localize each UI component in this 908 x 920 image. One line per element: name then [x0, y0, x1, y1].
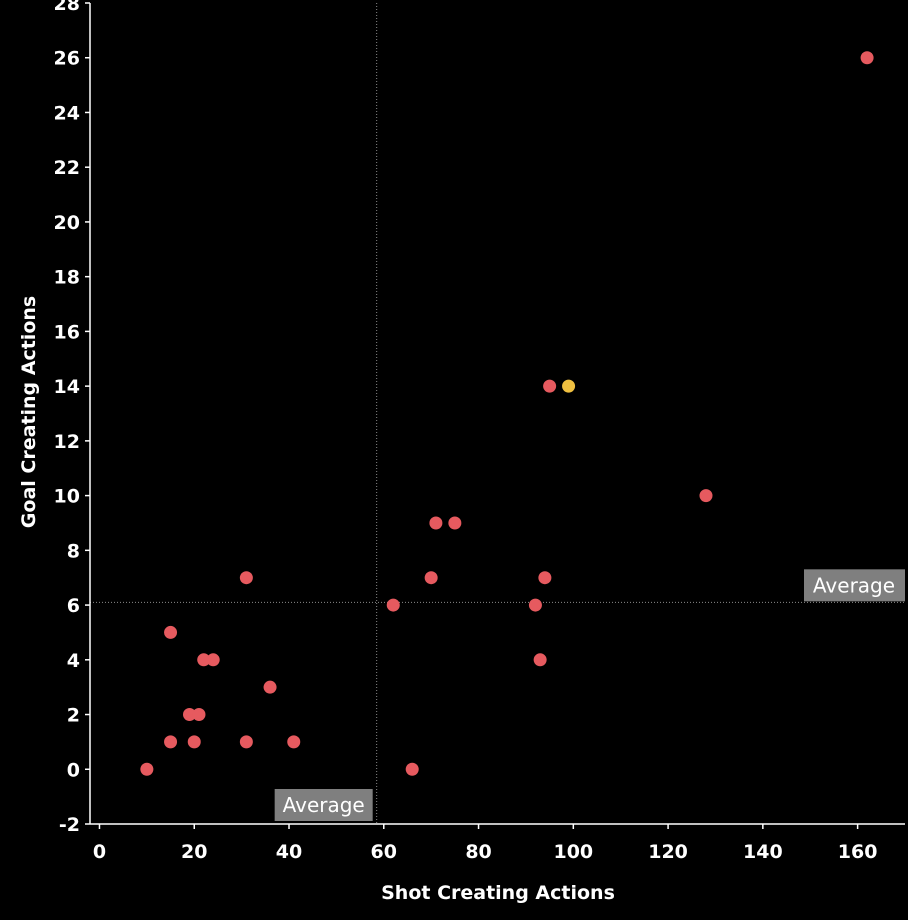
data-point[interactable]	[699, 489, 713, 503]
highlighted-data-point[interactable]	[562, 379, 576, 393]
x-tick-label: 160	[838, 841, 878, 863]
x-average-label-box	[274, 789, 373, 821]
x-axis-title: Shot Creating Actions	[381, 882, 615, 904]
data-point[interactable]	[140, 762, 154, 776]
y-tick-label: 4	[67, 650, 80, 672]
x-tick-label: 100	[553, 841, 593, 863]
y-tick-label: 24	[54, 102, 80, 124]
average-labels: Average Average	[274, 569, 905, 821]
data-point[interactable]	[192, 708, 206, 722]
data-point[interactable]	[429, 516, 443, 530]
y-tick-label: 2	[67, 705, 80, 727]
axes	[89, 3, 905, 825]
data-point[interactable]	[860, 51, 874, 65]
data-point[interactable]	[405, 762, 419, 776]
data-point[interactable]	[263, 680, 277, 694]
y-average-label-box	[804, 569, 905, 602]
x-tick-label: 120	[648, 841, 688, 863]
x-tick-label: 40	[276, 841, 302, 863]
data-point[interactable]	[448, 516, 462, 530]
data-point[interactable]	[287, 735, 301, 749]
data-point[interactable]	[424, 571, 438, 585]
y-tick-label: 22	[54, 157, 80, 179]
data-point[interactable]	[206, 653, 220, 667]
y-tick-label: 8	[67, 540, 80, 562]
data-point[interactable]	[164, 735, 178, 749]
data-point[interactable]	[538, 571, 552, 585]
y-tick-label: 0	[67, 759, 80, 781]
data-points	[140, 51, 874, 776]
x-tick-label: 60	[371, 841, 397, 863]
y-tick-label: -2	[59, 814, 80, 836]
y-average-label: Average	[813, 573, 895, 597]
data-point[interactable]	[386, 598, 400, 612]
reference-lines	[90, 3, 905, 824]
x-tick-label: 140	[743, 841, 783, 863]
y-tick-label: 10	[54, 486, 80, 508]
data-point[interactable]	[187, 735, 201, 749]
y-tick-label: 6	[67, 595, 80, 617]
data-point[interactable]	[239, 571, 253, 585]
x-axis-ticks: 0 20 40 60 80 100 120 140 160	[93, 824, 878, 863]
x-tick-label: 20	[181, 841, 207, 863]
data-point[interactable]	[543, 379, 557, 393]
y-tick-label: 16	[54, 321, 80, 343]
x-average-label: Average	[283, 793, 365, 817]
y-tick-label: 26	[54, 48, 80, 70]
y-axis-title: Goal Creating Actions	[18, 296, 40, 528]
data-point[interactable]	[164, 625, 178, 639]
data-point[interactable]	[239, 735, 253, 749]
data-point[interactable]	[183, 708, 197, 722]
data-point[interactable]	[528, 598, 542, 612]
y-tick-label: 18	[54, 267, 80, 289]
y-tick-label: 12	[54, 431, 80, 453]
data-point[interactable]	[197, 653, 211, 667]
x-tick-label: 0	[93, 841, 106, 863]
data-point[interactable]	[533, 653, 547, 667]
y-tick-label: 28	[54, 0, 80, 15]
x-tick-label: 80	[465, 841, 491, 863]
y-tick-label: 20	[54, 212, 80, 234]
y-tick-label: 14	[54, 376, 80, 398]
